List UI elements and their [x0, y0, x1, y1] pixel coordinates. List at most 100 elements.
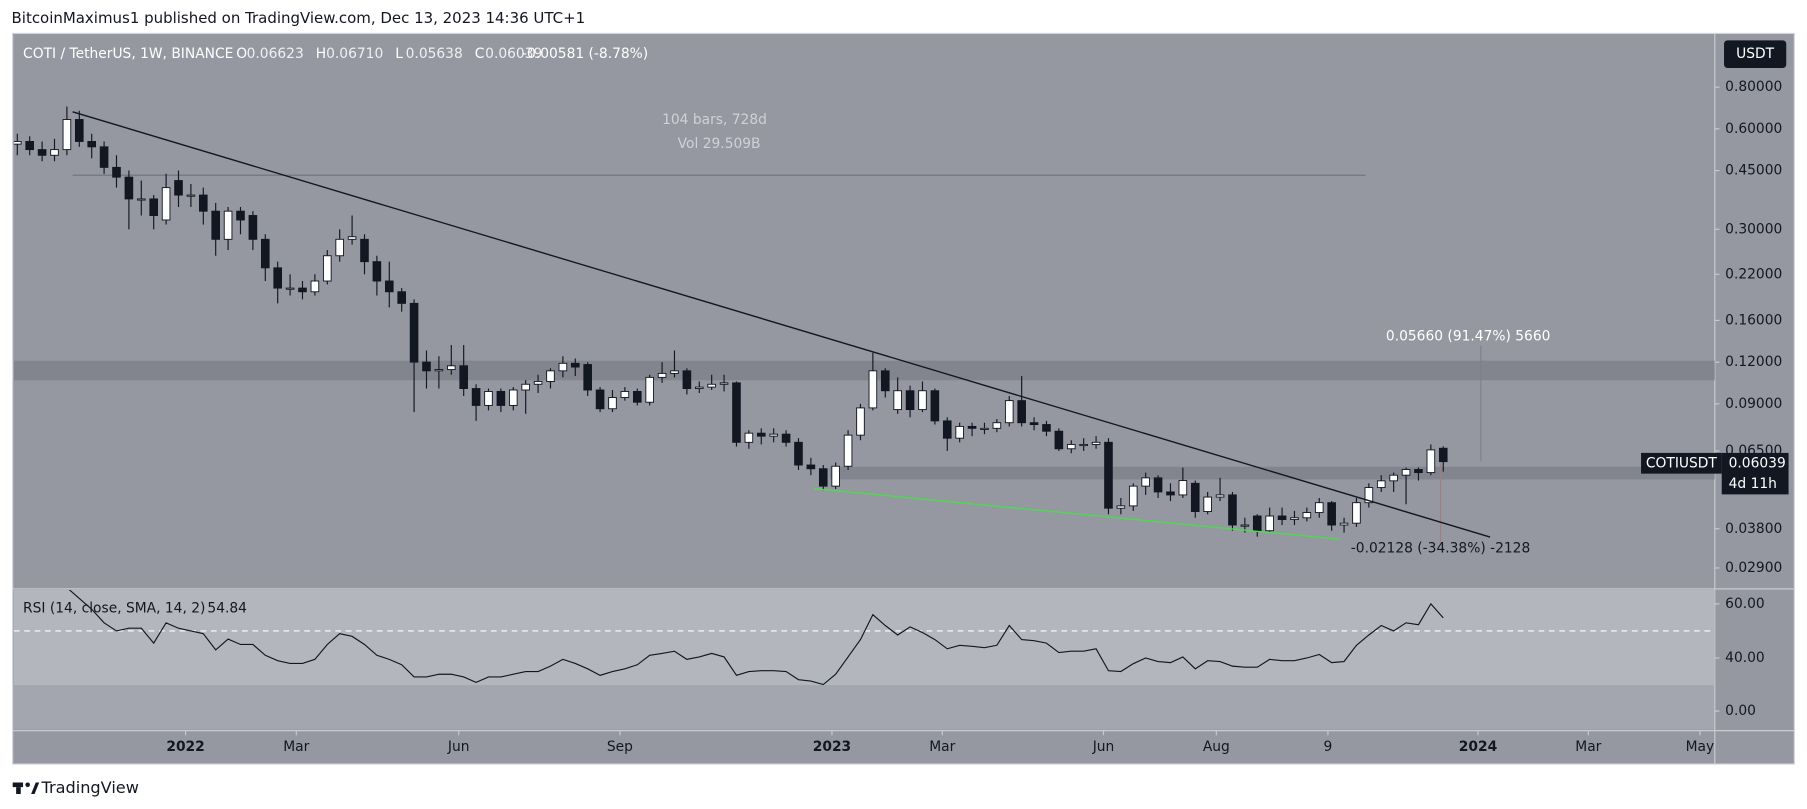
currency-button[interactable] — [1724, 40, 1787, 68]
candle-body-down — [198, 194, 208, 212]
logo-shape — [16, 787, 21, 795]
candle-body-down — [942, 420, 952, 439]
logo-shape — [31, 782, 40, 795]
candle-body-down — [471, 388, 481, 406]
x-tick-label: Mar — [1575, 739, 1601, 755]
candle-body-down — [112, 166, 121, 178]
logo-shape — [25, 782, 30, 788]
x-tick-label: Aug — [1203, 739, 1230, 755]
candle-body-up — [13, 141, 22, 145]
candles — [13, 106, 1448, 537]
candle-body-up — [1079, 443, 1088, 447]
trendline — [72, 111, 1491, 538]
candle-body-down — [99, 146, 109, 168]
candle-body-up — [719, 382, 729, 385]
rsi-y-tick-label: 40.00 — [1725, 650, 1765, 666]
candle-body-down — [806, 464, 816, 470]
candle-body-down — [174, 180, 183, 196]
candle-body-up — [980, 427, 989, 430]
y-tick-label: 0.80000 — [1725, 79, 1782, 95]
legend-value: 0.05638 — [406, 46, 463, 62]
candle-body-down — [632, 391, 642, 403]
candle-body-down — [372, 261, 382, 282]
candle-body-down — [682, 370, 692, 390]
candle-body-down — [422, 361, 431, 372]
candle-body-up — [670, 370, 679, 374]
candle-body-down — [1414, 469, 1423, 474]
candle-body-down — [1252, 515, 1262, 532]
y-tick-label: 0.60000 — [1725, 121, 1782, 137]
candle-body-up — [161, 187, 171, 221]
candle-body-down — [880, 370, 890, 392]
y-tick-label: 0.16000 — [1725, 312, 1782, 328]
y-tick-label: 0.03800 — [1725, 521, 1782, 537]
support-zone — [829, 466, 1715, 480]
legend-key: H — [316, 46, 326, 62]
price-label-box — [1641, 452, 1722, 474]
rsi-band — [13, 590, 1715, 686]
candle-body-up — [1290, 517, 1299, 521]
candle-body-up — [769, 433, 778, 437]
candle-body-down — [124, 176, 134, 200]
candle-body-down — [930, 390, 940, 422]
candle-body-up — [1066, 443, 1076, 450]
candle-body-down — [496, 391, 506, 406]
candle-body-down — [1042, 424, 1051, 432]
x-tick-label: 2023 — [813, 739, 851, 755]
legend-fields: O 0.06623 H 0.06710 L 0.05638 C 0.06039 — [236, 46, 542, 62]
legend-value: 0.06623 — [247, 46, 304, 62]
candle-body-up — [223, 210, 233, 240]
candle-body-down — [74, 119, 84, 142]
candle-body-up — [546, 370, 555, 382]
candle-body-up — [955, 425, 964, 439]
candle-body-up — [1339, 522, 1349, 526]
candle-body-up — [558, 362, 568, 372]
candle-body-down — [384, 280, 394, 293]
candle-body-down — [211, 210, 221, 240]
y-tick-label: 0.45000 — [1725, 163, 1782, 179]
axes: 0.80000 0.60000 0.45000 0.30000 0.22000 0.160… — [166, 79, 1782, 755]
candle-body-down — [967, 425, 977, 429]
candle-body-down — [756, 432, 766, 437]
candle-body-up — [1265, 515, 1274, 532]
candle-body-up — [1215, 494, 1225, 498]
price-label-symbol: COTIUSDT — [1646, 455, 1718, 471]
candle-body-down — [1277, 515, 1287, 521]
candle-body-down — [236, 210, 245, 221]
x-tick-label: Jun — [1092, 739, 1115, 755]
candle-body-up — [446, 365, 456, 371]
candle-body-up — [1364, 487, 1374, 504]
x-tick-label: 2024 — [1459, 739, 1497, 755]
candle-body-down — [397, 291, 406, 304]
candle-body-up — [843, 434, 853, 467]
candle-body-down — [25, 141, 35, 151]
candle-body-up — [992, 422, 1002, 429]
legend-symbol: COTI / TetherUS, 1W, BINANCE — [23, 46, 233, 62]
candle-body-up — [1116, 505, 1126, 509]
candle-body-down — [273, 267, 282, 289]
candle-body-down — [298, 287, 307, 293]
legend-change: -0.00581 (-8.78%) — [522, 46, 648, 62]
candle-body-up — [533, 381, 543, 385]
header-title: BitcoinMaximus1 published on TradingView… — [12, 9, 586, 27]
candle-body-up — [322, 255, 332, 282]
candle-body-down — [409, 302, 419, 363]
candle-body-down — [818, 468, 828, 487]
candle-body-up — [62, 119, 72, 151]
y-tick-label: 0.02900 — [1725, 560, 1782, 576]
y-tick-label: 0.12000 — [1725, 354, 1782, 370]
candle-body-down — [1017, 400, 1026, 424]
price-label-value: 0.06039 — [1729, 455, 1786, 471]
annotation: 104 bars, 728d — [662, 112, 767, 128]
candle-body-up — [508, 389, 518, 406]
rsi-last: 54.84 — [207, 600, 247, 616]
x-tick-label: Mar — [283, 739, 309, 755]
price-label-box — [1721, 452, 1789, 495]
candle-body-up — [1004, 400, 1014, 424]
legend-key: C — [475, 46, 485, 62]
candle-body-down — [1054, 430, 1064, 450]
currency-button-label[interactable]: USDT — [1736, 46, 1775, 62]
candle-body-up — [657, 372, 667, 378]
candle-body-up — [1128, 485, 1138, 507]
